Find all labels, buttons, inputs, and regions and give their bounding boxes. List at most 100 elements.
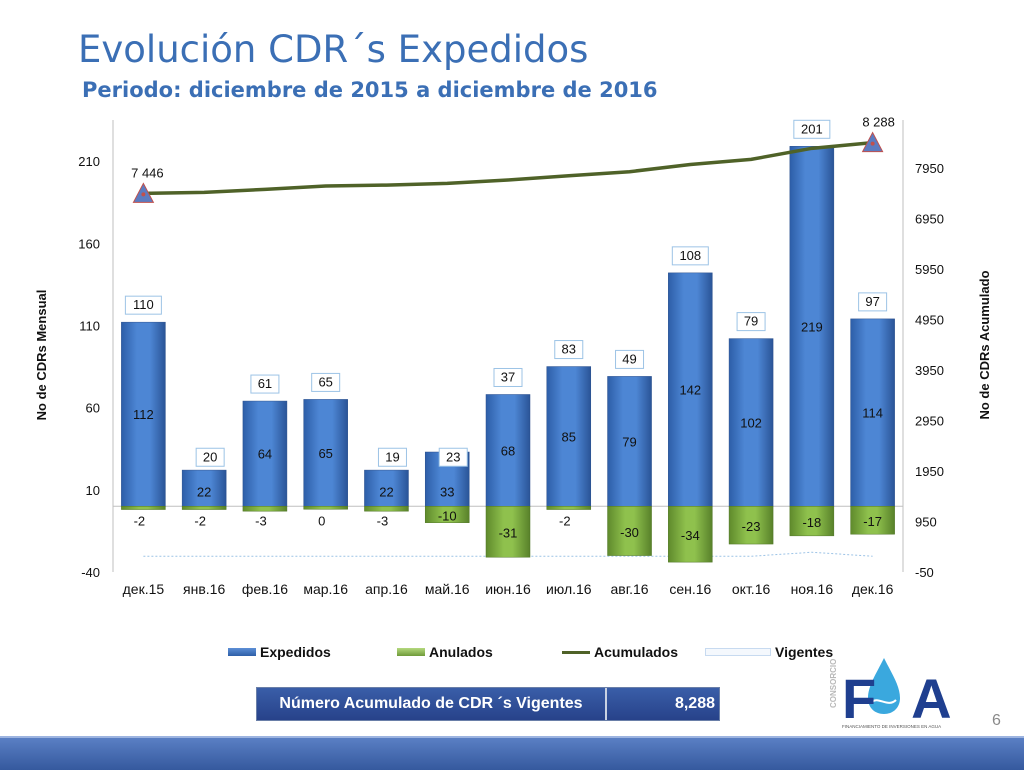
x-tick-label: май.16 [425, 581, 470, 597]
logo-caption: FINANCIAMIENTO DE INVERSIONES EN AGUA [842, 724, 941, 729]
expedidos-bar [789, 146, 835, 507]
legend-label-acumulados: Acumulados [594, 644, 679, 660]
y2-axis-title: No de CDRs Acumulado [977, 270, 992, 419]
vigentes-value-label: 83 [562, 342, 576, 357]
expedidos-value-label: 79 [622, 434, 636, 449]
legend-item-acumulados: Acumulados [562, 644, 678, 660]
y2-tick-label: -50 [915, 565, 934, 580]
y2-tick-label: 2950 [915, 413, 944, 428]
acumulados-marker-dot [141, 192, 146, 197]
expedidos-value-label: 219 [801, 319, 823, 334]
x-tick-label: июн.16 [485, 581, 531, 597]
vigentes-value-label: 108 [679, 248, 701, 263]
chart-legend: Expedidos Anulados Acumulados Vigentes [0, 644, 1024, 664]
vigentes-label-box [250, 374, 280, 394]
x-tick-label: сен.16 [669, 581, 711, 597]
anulados-bar [181, 506, 227, 510]
y-tick-label: 210 [78, 154, 100, 169]
x-tick-label: апр.16 [365, 581, 408, 597]
slide-title: Evolución CDR´s Expedidos [78, 28, 589, 71]
anulados-bar [303, 506, 348, 510]
x-tick-label: дек.15 [123, 581, 165, 597]
legend-item-expedidos: Expedidos [228, 644, 331, 660]
acumulados-annotation: 8 288 [862, 115, 895, 130]
summary-label: Número Acumulado de CDR ´s Vigentes [257, 688, 607, 720]
vigentes-label-box [858, 292, 888, 312]
anulados-value-label: -31 [499, 526, 518, 541]
vigentes-value-label: 110 [133, 297, 154, 312]
vigentes-value-label: 61 [258, 376, 272, 391]
x-tick-label: авг.16 [610, 581, 648, 597]
expedidos-bar [546, 366, 592, 507]
anulados-value-label: -34 [681, 528, 700, 543]
logo-letters: FA [842, 667, 972, 730]
legend-swatch-expedidos [228, 648, 256, 656]
expedidos-bar [242, 400, 288, 507]
y-tick-label: 110 [79, 318, 100, 333]
expedidos-value-label: 112 [133, 407, 154, 422]
vigentes-label-box [124, 295, 162, 315]
expedidos-bar [607, 376, 652, 507]
anulados-value-label: -10 [438, 508, 457, 523]
vigentes-label-box [554, 340, 584, 360]
expedidos-value-label: 64 [258, 447, 272, 462]
expedidos-value-label: 142 [679, 383, 701, 398]
vigentes-value-label: 49 [622, 351, 636, 366]
x-tick-label: дек.16 [852, 581, 894, 597]
vigentes-value-label: 20 [203, 449, 217, 464]
anulados-value-label: -23 [742, 519, 761, 534]
anulados-value-label: -2 [559, 513, 571, 528]
vigentes-value-label: 37 [501, 369, 515, 384]
x-tick-label: июл.16 [546, 581, 592, 597]
y-tick-label: 10 [86, 483, 100, 498]
anulados-bar [607, 506, 652, 556]
anulados-value-label: -18 [802, 515, 821, 530]
legend-label-vigentes: Vigentes [775, 644, 834, 660]
x-tick-label: фев.16 [242, 581, 288, 597]
anulados-bar [121, 506, 166, 510]
acumulados-annotation: 7 446 [131, 165, 164, 180]
legend-swatch-anulados [397, 648, 425, 656]
vigentes-value-label: 201 [801, 121, 823, 136]
expedidos-bar [850, 318, 895, 507]
y2-tick-label: 3950 [915, 363, 944, 378]
expedidos-value-label: 68 [501, 443, 515, 458]
x-tick-label: окт.16 [732, 581, 771, 597]
vigentes-label-box [615, 349, 645, 369]
y2-tick-label: 4950 [915, 312, 944, 327]
y-tick-label: -40 [81, 565, 100, 580]
expedidos-value-label: 114 [862, 406, 883, 421]
expedidos-value-label: 33 [440, 484, 454, 499]
legend-item-vigentes: Vigentes [705, 644, 833, 660]
expedidos-bar [364, 469, 409, 507]
expedidos-bar [485, 394, 531, 507]
summary-value: 8,288 [607, 688, 719, 720]
x-tick-label: ноя.16 [791, 581, 834, 597]
acumulados-marker-dot [870, 141, 875, 146]
legend-item-anulados: Anulados [397, 644, 493, 660]
footer-bar [0, 736, 1024, 770]
anulados-value-label: -2 [194, 513, 206, 528]
anulados-bar [728, 506, 774, 545]
anulados-value-label: -2 [134, 513, 146, 528]
acumulados-line [143, 140, 873, 196]
slide-subtitle: Periodo: diciembre de 2015 a diciembre d… [82, 78, 658, 102]
vigentes-label-box [736, 312, 766, 332]
y2-tick-label: 6950 [915, 211, 944, 226]
anulados-bar [364, 506, 409, 512]
vigentes-label-box [493, 367, 523, 387]
y-axis-title: No de CDRs Mensual [34, 290, 49, 421]
vigentes-value-label: 19 [385, 449, 399, 464]
anulados-bar [424, 506, 470, 523]
anulados-value-label: 0 [318, 513, 325, 528]
expedidos-value-label: 65 [318, 446, 332, 461]
y2-tick-label: 5950 [915, 262, 944, 277]
anulados-value-label: -30 [620, 525, 639, 540]
vigentes-label-box [377, 447, 407, 467]
anulados-bar [789, 506, 835, 537]
vigentes-value-label: 97 [865, 294, 879, 309]
expedidos-value-label: 22 [379, 484, 393, 499]
anulados-value-label: -3 [377, 513, 389, 528]
vigentes-label-box [311, 372, 341, 392]
vigentes-value-label: 23 [446, 449, 460, 464]
